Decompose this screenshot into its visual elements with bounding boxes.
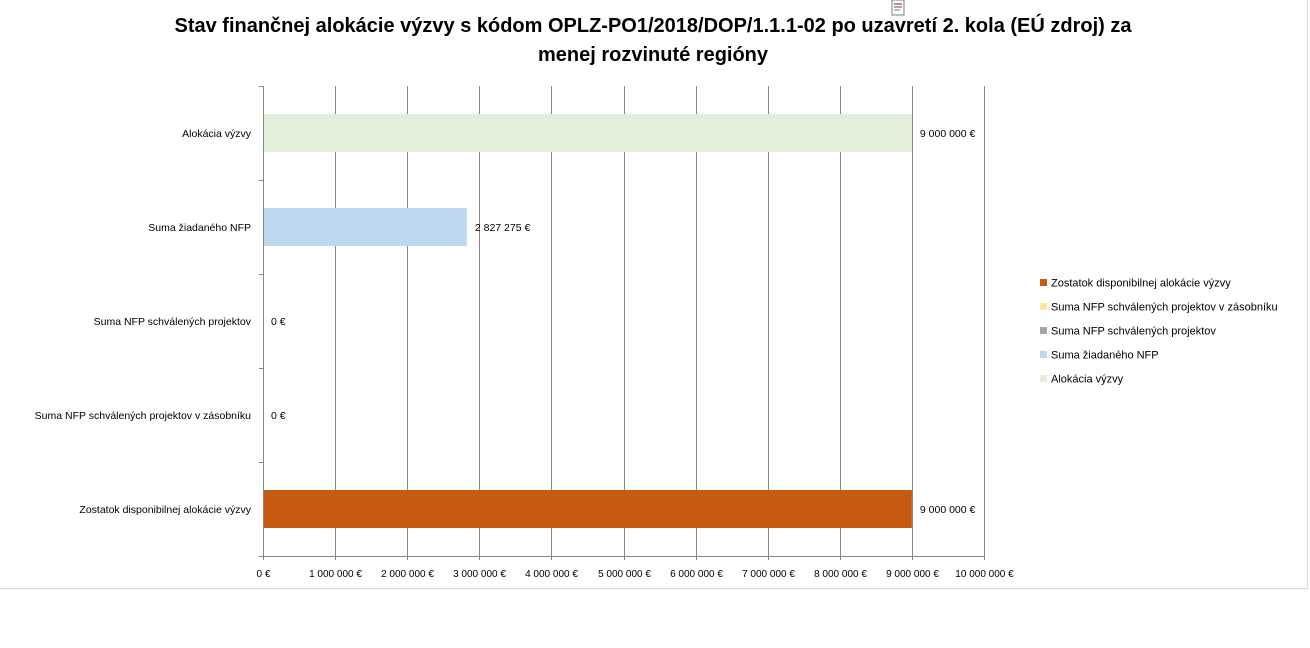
data-label: 2 827 275 €: [475, 222, 531, 234]
category-label: Suma žiadaného NFP: [148, 222, 251, 234]
chart-object-icon: [891, 0, 905, 16]
category-label: Zostatok disponibilnej alokácie výzvy: [79, 504, 251, 516]
legend-swatch: [1040, 375, 1047, 382]
x-tick-label: 3 000 000 €: [453, 569, 506, 580]
data-label: 0 €: [271, 410, 286, 422]
data-label: 9 000 000 €: [920, 128, 976, 140]
legend-swatch: [1040, 303, 1047, 310]
chart-title-line1: Stav finančnej alokácie výzvy s kódom OP…: [174, 15, 1132, 37]
category-label: Suma NFP schválených projektov: [94, 316, 252, 328]
chart-frame: [0, 0, 1308, 589]
x-tick-label: 9 000 000 €: [886, 569, 939, 580]
bar: [264, 114, 912, 152]
x-tick-label: 10 000 000 €: [955, 569, 1014, 580]
category-label: Alokácia výzvy: [182, 128, 252, 140]
x-tick-label: 8 000 000 €: [814, 569, 867, 580]
x-tick-label: 4 000 000 €: [525, 569, 578, 580]
bar: [264, 490, 912, 528]
chart-title: Stav finančnej alokácie výzvy s kódom OP…: [0, 12, 1306, 70]
legend-label: Zostatok disponibilnej alokácie výzvy: [1051, 278, 1231, 290]
legend-swatch: [1040, 327, 1047, 334]
x-tick-label: 6 000 000 €: [670, 569, 723, 580]
chart-title-line2: menej rozvinuté regióny: [537, 44, 769, 66]
legend-label: Alokácia výzvy: [1051, 374, 1124, 386]
bar: [264, 208, 467, 246]
category-label: Suma NFP schválených projektov v zásobní…: [35, 410, 251, 422]
x-tick-label: 2 000 000 €: [381, 569, 434, 580]
legend-swatch: [1040, 279, 1047, 286]
x-tick-label: 0 €: [257, 569, 271, 580]
data-label: 9 000 000 €: [920, 504, 976, 516]
x-tick-label: 5 000 000 €: [598, 569, 651, 580]
legend-swatch: [1040, 351, 1047, 358]
legend-label: Suma žiadaného NFP: [1051, 350, 1159, 362]
legend-label: Suma NFP schválených projektov v zásobní…: [1051, 302, 1278, 314]
x-tick-label: 1 000 000 €: [309, 569, 362, 580]
data-label: 0 €: [271, 316, 286, 328]
legend-label: Suma NFP schválených projektov: [1051, 326, 1216, 338]
x-tick-label: 7 000 000 €: [742, 569, 795, 580]
